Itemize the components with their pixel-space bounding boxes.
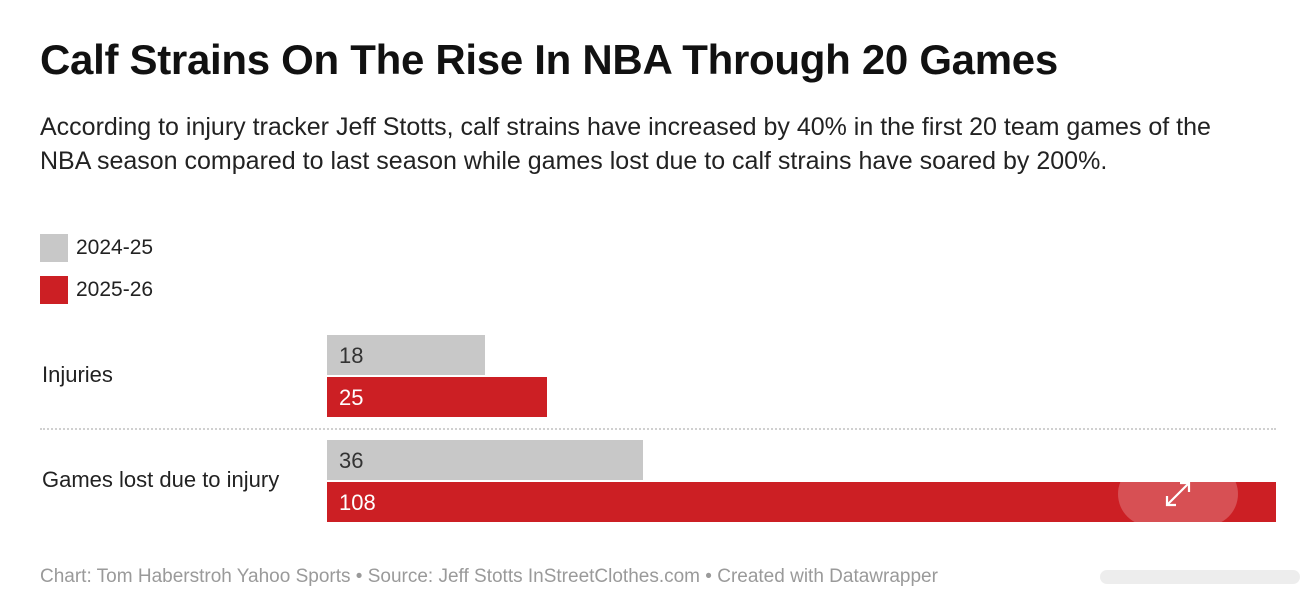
legend-swatch-2025-26 bbox=[40, 276, 68, 304]
legend-label-2024-25: 2024-25 bbox=[76, 236, 154, 259]
legend-item-2024-25: 2024-25 bbox=[40, 234, 153, 262]
row-label-games-lost: Games lost due to injury bbox=[42, 467, 280, 492]
bar-injuries-2025-26: 25 bbox=[327, 377, 547, 417]
expand-button[interactable] bbox=[1118, 462, 1238, 526]
bar-games-lost-due-to-injury-2024-25: 36 bbox=[327, 440, 643, 480]
expand-arrows-icon bbox=[1165, 481, 1191, 507]
bar-injuries-2024-25: 18 bbox=[327, 335, 485, 375]
bar-value-label: 25 bbox=[339, 385, 364, 410]
row-label-injuries: Injuries bbox=[42, 362, 113, 387]
chart-title: Calf Strains On The Rise In NBA Through … bbox=[40, 36, 1058, 83]
legend: 2024-25 2025-26 bbox=[40, 234, 153, 318]
chart-footer: Chart: Tom Haberstroh Yahoo Sports • Sou… bbox=[40, 566, 938, 587]
legend-swatch-2024-25 bbox=[40, 234, 68, 262]
bar-games-lost-due-to-injury-2025-26: 108 bbox=[327, 482, 1276, 522]
bar-value-label: 18 bbox=[339, 343, 364, 368]
footer-fade-bar bbox=[1100, 570, 1300, 584]
bar-value-label: 36 bbox=[339, 448, 364, 473]
legend-item-2025-26: 2025-26 bbox=[40, 276, 153, 304]
bar-value-label: 108 bbox=[339, 490, 376, 515]
legend-label-2025-26: 2025-26 bbox=[76, 278, 154, 301]
row-separator bbox=[40, 428, 1276, 430]
chart-subtitle: According to injury tracker Jeff Stotts,… bbox=[40, 113, 1211, 175]
